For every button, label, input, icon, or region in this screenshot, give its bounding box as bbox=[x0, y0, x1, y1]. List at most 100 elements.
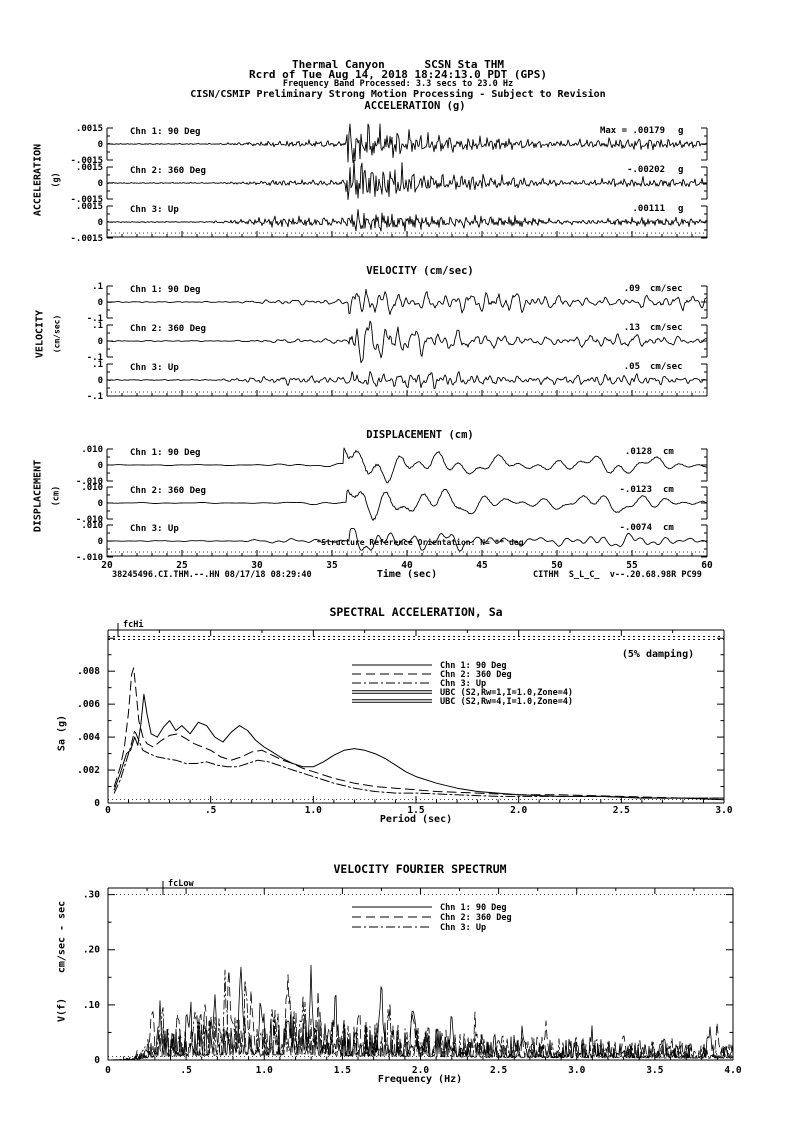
max-value-label: .00111 bbox=[632, 204, 665, 214]
sa-ytick-label: 0 bbox=[94, 798, 100, 809]
ytick-label: 0 bbox=[98, 298, 103, 308]
fourier-ytick-label: .30 bbox=[83, 890, 100, 901]
displacement-panel-title: DISPLACEMENT (cm) bbox=[366, 429, 474, 441]
ytick-label: -.1 bbox=[87, 392, 103, 402]
max-value-label: .09 bbox=[624, 284, 640, 294]
max-value-label: -.0074 bbox=[619, 523, 652, 533]
frequency-axis-label: Frequency (Hz) bbox=[377, 1074, 463, 1085]
fourier-xtick-label: 0 bbox=[105, 1065, 111, 1076]
displacement-trace-chn1 bbox=[106, 447, 708, 484]
damping-note: (5% damping) bbox=[621, 649, 695, 660]
acceleration-trace-chn2 bbox=[106, 159, 708, 201]
period-axis-label: Period (sec) bbox=[379, 814, 453, 825]
ytick-label: .0015 bbox=[76, 124, 103, 134]
ytick-label: 0 bbox=[98, 179, 103, 189]
fourier-chart-title: VELOCITY FOURIER SPECTRUM bbox=[333, 862, 507, 876]
channel-label: Chn 1: 90 Deg bbox=[130, 448, 200, 458]
ytick-label: .010 bbox=[81, 445, 103, 455]
ytick-label: -.010 bbox=[76, 553, 103, 563]
ytick-label: .0015 bbox=[76, 163, 103, 173]
ytick-label: -.010 bbox=[76, 515, 103, 525]
sa-xtick-label: 1.0 bbox=[305, 805, 322, 816]
channel-label: Chn 3: Up bbox=[130, 205, 179, 215]
ytick-label: -.0015 bbox=[70, 156, 103, 166]
max-value-label: -.00202 bbox=[627, 165, 665, 175]
acceleration-panel-title: ACCELERATION (g) bbox=[364, 100, 466, 112]
processing-note: CISN/CSMIP Preliminary Strong Motion Pro… bbox=[190, 89, 606, 100]
sa-legend-label: UBC (S2,Rw=4,I=1.0,Zone=4) bbox=[440, 697, 573, 707]
velocity-trace-chn2 bbox=[106, 320, 708, 364]
max-unit-label: g bbox=[678, 204, 683, 214]
ytick-label: .1 bbox=[92, 321, 103, 331]
fourier-legend-label: Chn 2: 360 Deg bbox=[440, 913, 512, 923]
ytick-label: -.1 bbox=[87, 353, 103, 363]
max-unit-label: cm/sec bbox=[650, 284, 683, 294]
sa-xtick-label: 2.0 bbox=[510, 805, 527, 816]
ytick-label: 0 bbox=[98, 537, 103, 547]
fourier-ytick-label: .10 bbox=[83, 1000, 100, 1011]
time-tick-label: 55 bbox=[626, 560, 638, 571]
fourier-xtick-label: 3.0 bbox=[568, 1065, 585, 1076]
velocity-trace-chn1 bbox=[106, 288, 708, 316]
time-tick-label: 25 bbox=[176, 560, 188, 571]
ytick-label: 0 bbox=[98, 461, 103, 471]
max-unit-label: g bbox=[678, 126, 683, 136]
max-value-label: .13 bbox=[624, 323, 640, 333]
fourier-xtick-label: 2.0 bbox=[412, 1065, 429, 1076]
sa-legend-label: Chn 1: 90 Deg bbox=[440, 661, 507, 671]
channel-label: Chn 3: Up bbox=[130, 363, 179, 373]
max-unit-label: cm bbox=[663, 447, 674, 457]
ytick-label: .1 bbox=[92, 360, 103, 370]
sa-xtick-label: 0 bbox=[105, 805, 111, 816]
ytick-label: .010 bbox=[81, 483, 103, 493]
acceleration-trace-chn1 bbox=[106, 123, 708, 163]
time-axis-label: Time (sec) bbox=[376, 569, 438, 580]
fourier-ytick-label: .20 bbox=[83, 945, 100, 956]
fourier-xtick-label: 4.0 bbox=[724, 1065, 741, 1076]
sa-chart-title: SPECTRAL ACCELERATION, Sa bbox=[329, 605, 503, 619]
max-value-label: .05 bbox=[624, 362, 640, 372]
channel-label: Chn 1: 90 Deg bbox=[130, 127, 200, 137]
max-value-label: Max = .00179 bbox=[600, 126, 665, 136]
fourier-curve-1 bbox=[107, 964, 734, 1061]
ytick-label: -.010 bbox=[76, 477, 103, 487]
ytick-label: 0 bbox=[98, 376, 103, 386]
sa-legend-label: UBC (S2,Rw=1,I=1.0,Zone=4) bbox=[440, 688, 573, 698]
ytick-label: 0 bbox=[98, 140, 103, 150]
fourier-legend-label: Chn 3: Up bbox=[440, 923, 486, 933]
channel-label: Chn 2: 360 Deg bbox=[130, 166, 206, 176]
max-unit-label: g bbox=[678, 165, 683, 175]
frequency-band-line: Frequency Band Processed: 3.3 secs to 23… bbox=[282, 79, 514, 89]
sa-curve-2 bbox=[113, 667, 725, 799]
record-date-line: Rcrd of Tue Aug 14, 2018 18:24:13.0 PDT … bbox=[248, 68, 548, 81]
sa-ytick-label: .002 bbox=[77, 765, 100, 776]
time-tick-label: 40 bbox=[401, 560, 413, 571]
sa-legend-label: Chn 2: 360 Deg bbox=[440, 670, 512, 680]
station-title: Thermal Canyon SCSN Sta THM bbox=[292, 58, 504, 71]
channel-label: Chn 2: 360 Deg bbox=[130, 486, 206, 496]
displacement-trace-chn3 bbox=[106, 528, 708, 552]
time-tick-label: 35 bbox=[326, 560, 338, 571]
ytick-label: .0015 bbox=[76, 202, 103, 212]
sa-curve-3 bbox=[113, 730, 725, 799]
sa-xtick-label: 2.5 bbox=[613, 805, 630, 816]
velocity-trace-chn3 bbox=[106, 371, 708, 389]
ytick-label: 0 bbox=[98, 337, 103, 347]
ytick-label: .1 bbox=[92, 282, 103, 292]
fclow-label: fcLow bbox=[168, 879, 194, 889]
max-unit-label: cm bbox=[663, 485, 674, 495]
channel-label: Chn 1: 90 Deg bbox=[130, 285, 200, 295]
sa-curve-1 bbox=[113, 693, 725, 801]
fchi-label: fcHi bbox=[123, 619, 143, 630]
sa-xtick-label: 3.0 bbox=[715, 805, 732, 816]
sa-ytick-label: .006 bbox=[77, 699, 100, 710]
fourier-curve-3 bbox=[107, 969, 734, 1061]
sa-xtick-label: .5 bbox=[205, 805, 217, 816]
fourier-xtick-label: .5 bbox=[180, 1065, 192, 1076]
acceleration-trace-chn3 bbox=[106, 208, 708, 232]
fourier-legend-label: Chn 1: 90 Deg bbox=[440, 903, 507, 913]
max-unit-label: cm/sec bbox=[650, 362, 683, 372]
ytick-label: -.0015 bbox=[70, 195, 103, 205]
